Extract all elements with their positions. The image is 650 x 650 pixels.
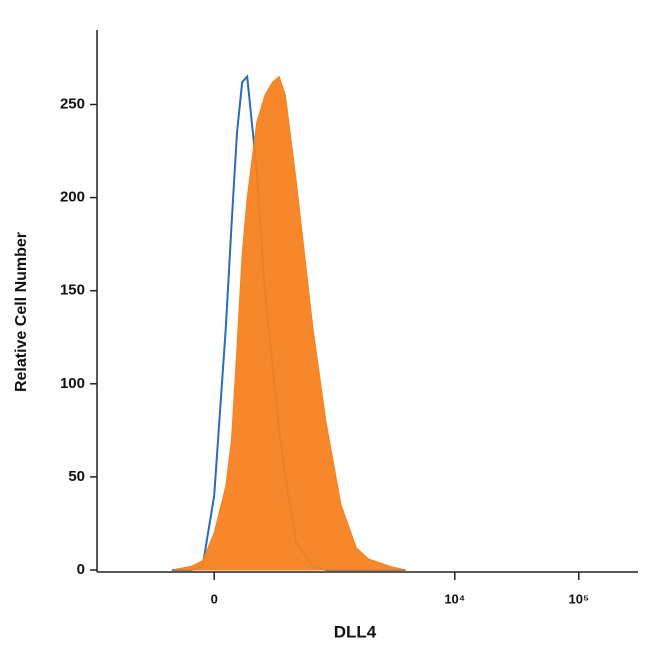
y-tick-label: 100: [60, 375, 85, 392]
x-tick-label: 10⁴: [444, 591, 465, 606]
x-tick-label: 10⁵: [569, 591, 590, 606]
histogram-area: [171, 75, 406, 571]
y-tick-label: 150: [60, 282, 85, 299]
y-axis-label: Relative Cell Number: [13, 232, 30, 392]
y-tick-label: 0: [77, 561, 85, 578]
y-tick-label: 250: [60, 95, 85, 112]
x-tick-label: 0: [211, 591, 218, 606]
x-axis-label: DLL4: [334, 622, 377, 641]
y-tick-label: 50: [68, 468, 85, 485]
y-tick-label: 200: [60, 189, 85, 206]
